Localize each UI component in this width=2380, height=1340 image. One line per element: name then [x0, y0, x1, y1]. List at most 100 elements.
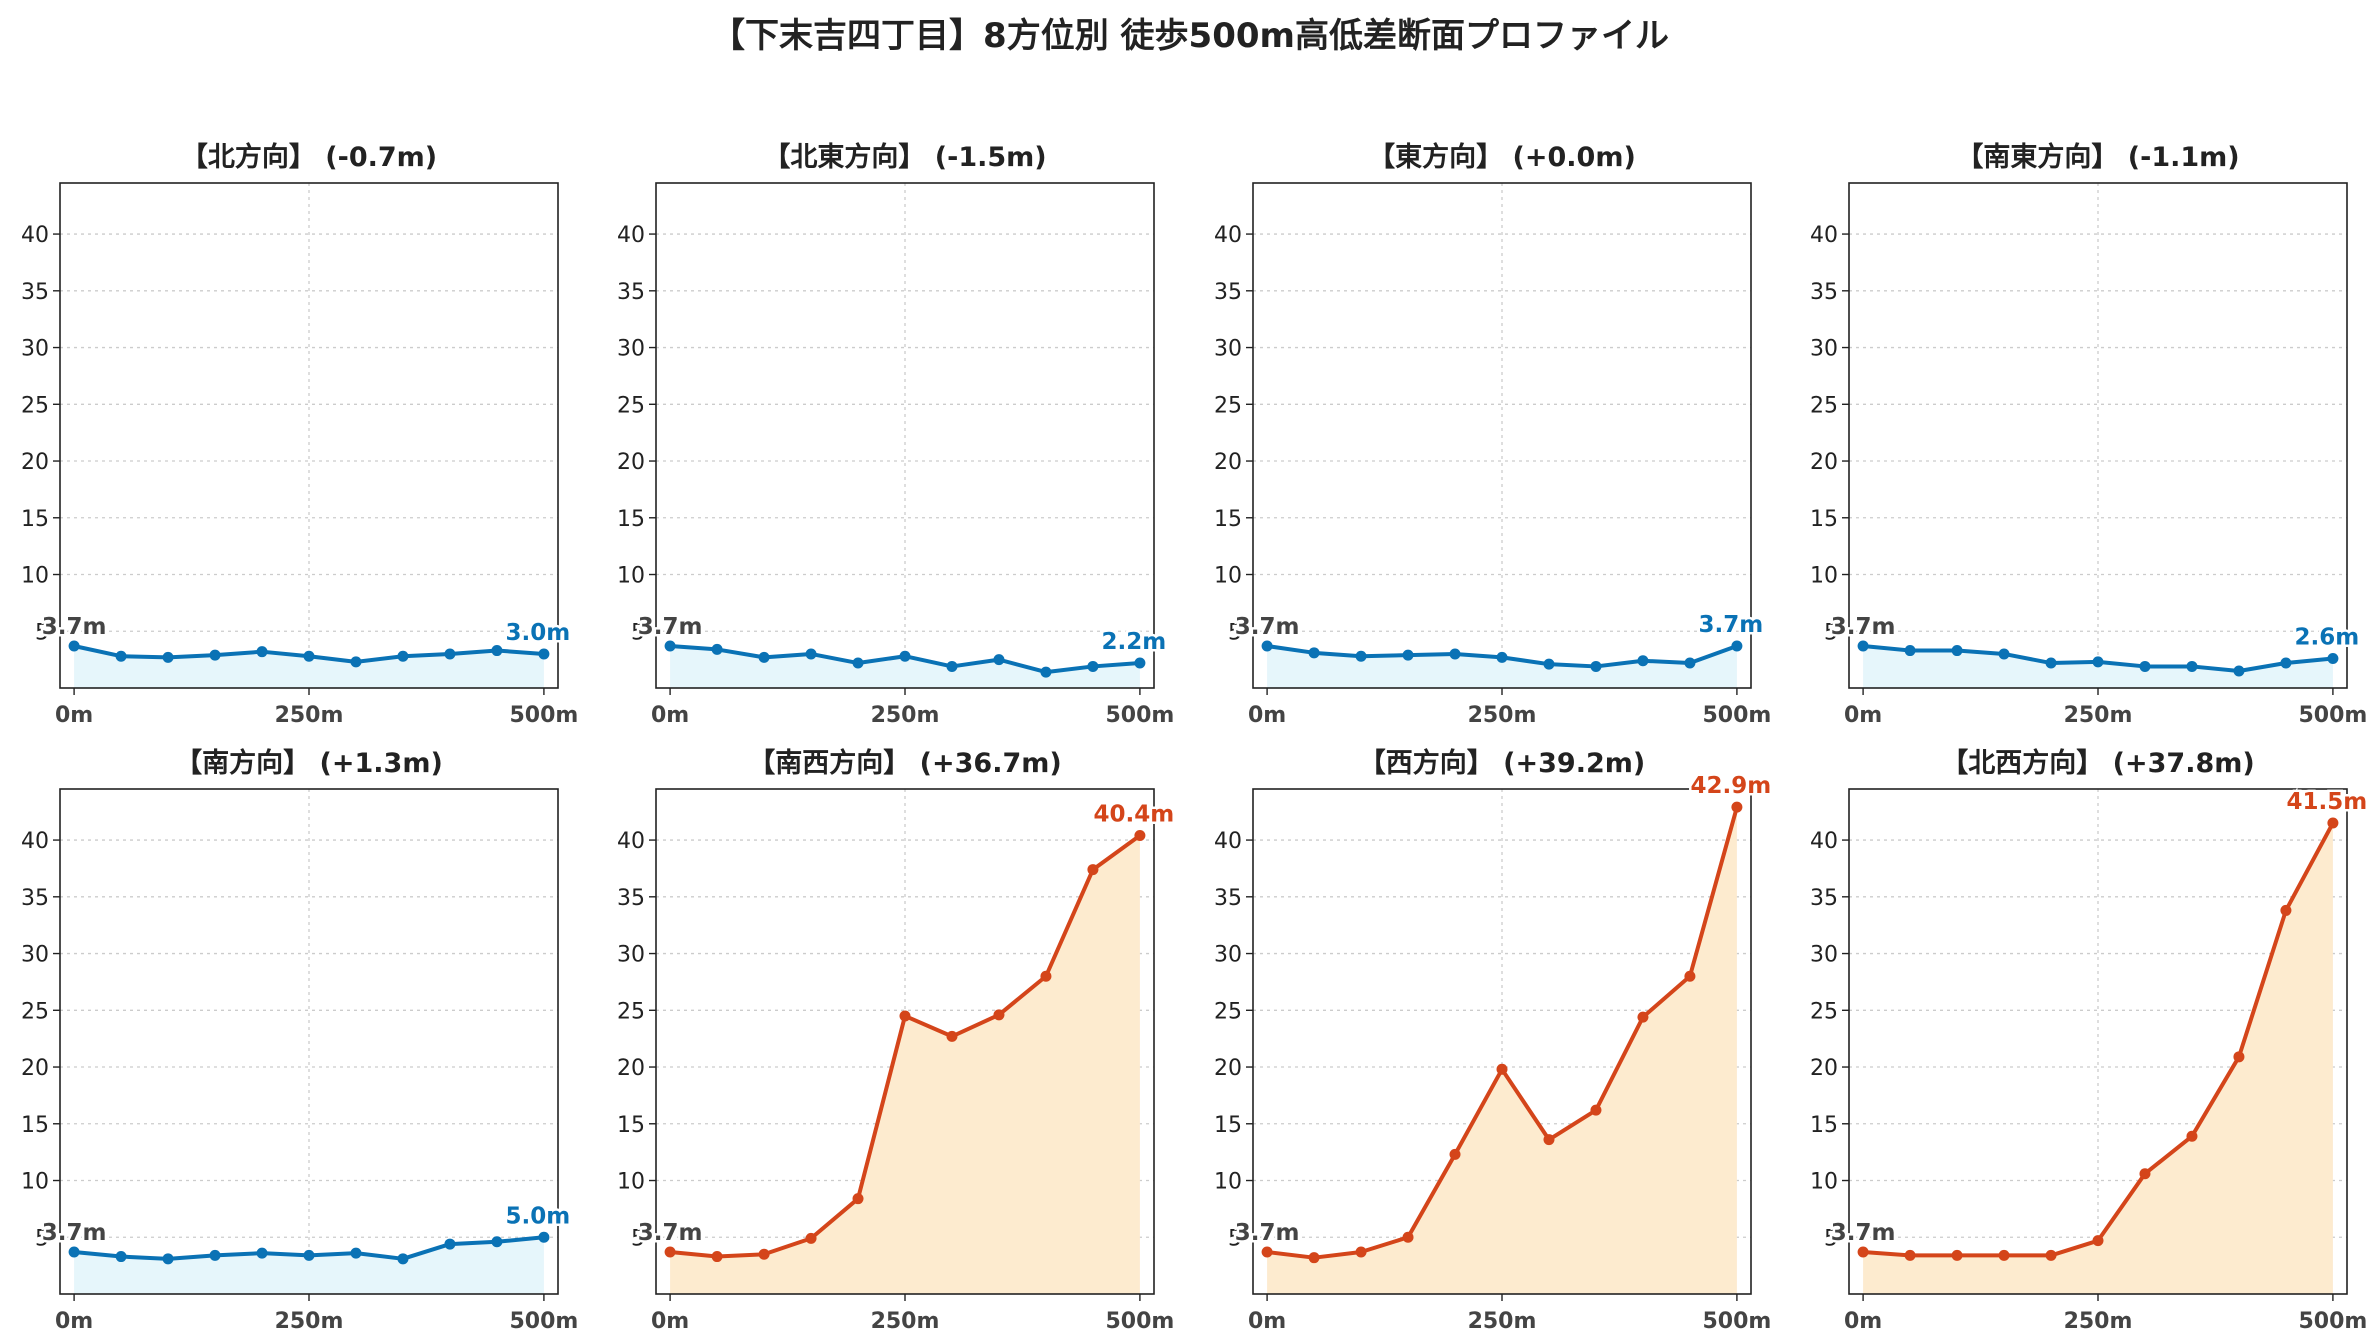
- data-point: [1731, 801, 1743, 813]
- x-tick-label: 250m: [275, 1309, 344, 1334]
- y-tick-label: 30: [21, 337, 49, 362]
- data-point: [1543, 1134, 1555, 1146]
- data-point: [2186, 1130, 2198, 1142]
- data-point: [1261, 640, 1273, 652]
- data-point: [1449, 648, 1461, 660]
- data-point: [1087, 660, 1099, 672]
- x-tick-label: 500m: [1702, 703, 1771, 728]
- chart-panel-1: 【北方向】 (-0.7m) 5 10 15 20 25 30 35 40 0m 250m 500m 3.…: [21, 141, 578, 728]
- data-point: [946, 1030, 958, 1042]
- data-point: [1134, 657, 1146, 669]
- data-point: [1087, 864, 1099, 876]
- y-tick-label: 20: [617, 1056, 645, 1081]
- y-tick-label: 25: [1810, 999, 1838, 1024]
- x-tick-label: 0m: [55, 1309, 93, 1334]
- y-tick-label: 40: [21, 829, 49, 854]
- y-tick-label: 35: [617, 886, 645, 911]
- start-elevation-label: 3.7m: [638, 614, 703, 640]
- data-point: [2186, 660, 2198, 672]
- start-elevation-label: 3.7m: [42, 614, 107, 640]
- data-point: [1904, 1249, 1916, 1261]
- data-point: [1998, 1249, 2010, 1261]
- y-tick-label: 15: [21, 507, 49, 532]
- y-tick-label: 15: [617, 1113, 645, 1138]
- data-point: [2327, 652, 2339, 664]
- data-point: [805, 648, 817, 660]
- y-tick-label: 10: [1810, 1170, 1838, 1195]
- data-point: [115, 650, 127, 662]
- data-point: [711, 1251, 723, 1263]
- x-tick-label: 500m: [509, 1309, 578, 1334]
- x-tick-label: 0m: [651, 1309, 689, 1334]
- data-point: [303, 1249, 315, 1261]
- data-point: [1637, 655, 1649, 667]
- y-tick-label: 15: [1214, 1113, 1242, 1138]
- data-point: [1731, 640, 1743, 652]
- data-point: [1590, 660, 1602, 672]
- start-elevation-label: 3.7m: [1831, 1220, 1896, 1246]
- data-point: [115, 1251, 127, 1263]
- y-tick-label: 10: [1810, 564, 1838, 589]
- start-elevation-label: 3.7m: [42, 1220, 107, 1246]
- start-elevation-label: 3.7m: [1831, 614, 1896, 640]
- data-point: [1040, 970, 1052, 982]
- y-tick-label: 25: [617, 999, 645, 1024]
- y-tick-label: 40: [1214, 223, 1242, 248]
- data-point: [1355, 1246, 1367, 1258]
- data-point: [397, 650, 409, 662]
- panel-title: 【南東方向】 (-1.1m): [1956, 141, 2239, 173]
- y-tick-label: 5: [1824, 620, 1838, 645]
- y-tick-label: 30: [617, 943, 645, 968]
- y-tick-label: 5: [35, 1226, 49, 1251]
- data-point: [2233, 665, 2245, 677]
- start-elevation-label: 3.7m: [1235, 1220, 1300, 1246]
- data-point: [2092, 1235, 2104, 1247]
- y-tick-label: 25: [1810, 393, 1838, 418]
- data-point: [68, 640, 80, 652]
- y-tick-label: 10: [1214, 564, 1242, 589]
- data-point: [1496, 1063, 1508, 1075]
- y-tick-label: 30: [1810, 943, 1838, 968]
- data-point: [993, 1009, 1005, 1021]
- y-tick-label: 5: [1824, 1226, 1838, 1251]
- y-tick-label: 5: [1228, 1226, 1242, 1251]
- y-tick-label: 25: [1214, 999, 1242, 1024]
- y-tick-label: 5: [1228, 620, 1242, 645]
- y-tick-label: 30: [21, 943, 49, 968]
- panel-title: 【北西方向】 (+37.8m): [1941, 747, 2254, 779]
- data-point: [852, 657, 864, 669]
- data-point: [852, 1193, 864, 1205]
- y-tick-label: 40: [1810, 223, 1838, 248]
- data-point: [2045, 1249, 2057, 1261]
- y-tick-label: 15: [1810, 1113, 1838, 1138]
- data-point: [2280, 657, 2292, 669]
- data-point: [1857, 640, 1869, 652]
- data-point: [2327, 817, 2339, 829]
- y-tick-label: 15: [21, 1113, 49, 1138]
- data-point: [209, 1249, 221, 1261]
- panel-title: 【北東方向】 (-1.5m): [763, 141, 1046, 173]
- y-tick-label: 35: [1810, 280, 1838, 305]
- end-elevation-label: 40.4m: [1094, 802, 1175, 828]
- data-point: [491, 645, 503, 657]
- chart-panel-6: 【南西方向】 (+36.7m) 5 10 15 20 25 30 35 40 0m 250m 500m…: [617, 747, 1177, 1334]
- data-point: [758, 651, 770, 663]
- panel-title: 【南方向】 (+1.3m): [175, 747, 443, 779]
- data-point: [1308, 647, 1320, 659]
- y-tick-label: 15: [1214, 507, 1242, 532]
- x-tick-label: 500m: [2298, 1309, 2367, 1334]
- data-point: [1951, 1249, 1963, 1261]
- x-tick-label: 250m: [871, 703, 940, 728]
- y-tick-label: 30: [1214, 943, 1242, 968]
- chart-panel-5: 【南方向】 (+1.3m) 5 10 15 20 25 30 35 40 0m 250m 500m 3.…: [21, 747, 578, 1334]
- data-point: [1637, 1011, 1649, 1023]
- area-fill: [670, 835, 1140, 1294]
- data-point: [1684, 657, 1696, 669]
- end-elevation-label: 42.9m: [1691, 773, 1772, 799]
- data-point: [1590, 1104, 1602, 1116]
- data-point: [1040, 666, 1052, 678]
- y-tick-label: 10: [617, 564, 645, 589]
- data-point: [162, 651, 174, 663]
- figure-title: 【下末吉四丁目】8方位別 徒歩500m高低差断面プロファイル: [711, 16, 1669, 56]
- y-tick-label: 10: [21, 1170, 49, 1195]
